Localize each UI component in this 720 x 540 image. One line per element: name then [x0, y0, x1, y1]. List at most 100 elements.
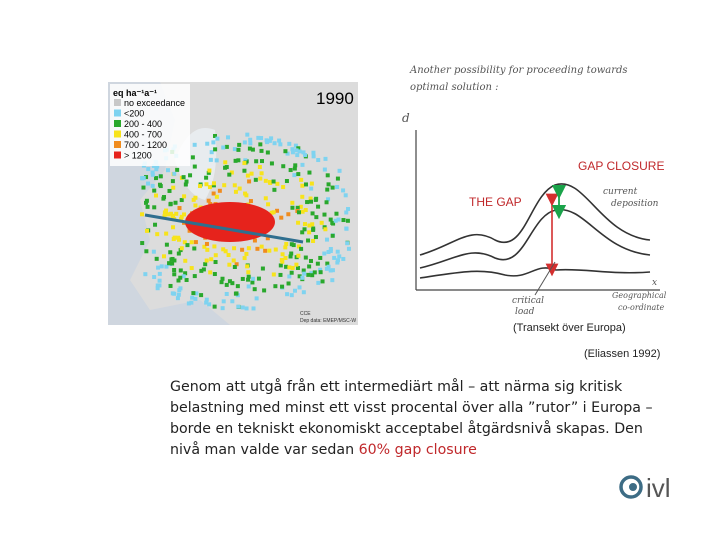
body-text-main: Genom att utgå från ett intermediärt mål… — [170, 379, 653, 458]
map-cell — [251, 276, 256, 281]
map-cell — [242, 256, 247, 261]
map-cell — [152, 205, 157, 210]
map-cell — [174, 211, 179, 216]
map-cell — [211, 183, 216, 188]
map-cell — [172, 272, 177, 277]
transect: (Transekt över Europa) — [513, 322, 626, 334]
map-cell — [162, 214, 167, 219]
map-cell — [150, 183, 155, 188]
map-cell — [285, 292, 290, 297]
map-cell — [278, 142, 283, 147]
map-cell — [256, 276, 261, 281]
map-cell — [300, 209, 305, 214]
map-cell — [202, 244, 207, 249]
map-cell — [201, 267, 206, 272]
current-label: deposition — [611, 199, 659, 209]
map-cell — [220, 306, 225, 311]
map-cell — [296, 146, 301, 151]
pointer — [534, 261, 556, 296]
map-cell — [211, 140, 216, 145]
map-cell — [246, 284, 251, 289]
map-cell — [233, 158, 238, 163]
map-cell — [193, 240, 198, 245]
map-cell — [259, 171, 264, 176]
map-cell — [326, 197, 331, 202]
map-cell — [313, 197, 318, 202]
map-cell — [150, 170, 155, 175]
map-cell — [140, 212, 145, 217]
map-cell — [295, 265, 300, 270]
map-cell — [290, 150, 295, 155]
map-cell — [278, 272, 283, 277]
map-cell — [302, 227, 307, 232]
map-cell — [167, 261, 172, 266]
map-cell — [175, 296, 180, 301]
map-cell — [267, 248, 272, 253]
map-cell — [280, 252, 285, 257]
map-cell — [303, 208, 308, 213]
geo-label: Geographical — [612, 291, 667, 300]
map-cell — [193, 195, 198, 200]
map-cell — [233, 189, 238, 194]
map-cell — [208, 157, 213, 162]
map-cell — [171, 237, 176, 242]
map-cell — [287, 265, 292, 270]
map-cell — [193, 203, 198, 208]
legend-swatch — [114, 109, 121, 117]
map-cell — [318, 255, 323, 260]
logo-mark — [619, 475, 643, 499]
map-cell — [224, 282, 229, 287]
map-cell — [207, 302, 212, 307]
map-cell — [214, 194, 219, 199]
legend-label: no exceedance — [124, 98, 185, 108]
map-cell — [328, 268, 333, 273]
map-cell — [300, 183, 305, 188]
map-cell — [272, 141, 277, 146]
y-label: d — [402, 111, 410, 125]
map-cell — [292, 173, 297, 178]
map-cell — [299, 177, 304, 182]
map-cell — [170, 261, 175, 266]
map-cell — [290, 205, 295, 210]
map-cell — [345, 241, 350, 246]
map-cell — [311, 226, 316, 231]
map-cell — [209, 150, 214, 155]
map-cell — [236, 304, 241, 309]
map-cell — [165, 168, 170, 173]
map-cell — [193, 296, 198, 301]
map-cell — [199, 293, 204, 298]
map-cell — [248, 137, 253, 142]
map-cell — [176, 278, 181, 283]
map-cell — [166, 212, 171, 217]
map-cell — [345, 218, 350, 223]
map-cell — [212, 133, 217, 138]
map-cell — [213, 260, 218, 265]
map-cell — [337, 168, 342, 173]
map-cell — [326, 182, 331, 187]
map-cell — [310, 222, 315, 227]
map-cell — [288, 254, 293, 259]
logo: ivl — [619, 473, 671, 503]
map-cell — [242, 161, 247, 166]
map-source: Dep data: EMEP/MSC-W — [300, 318, 356, 324]
map-cell — [164, 231, 169, 236]
map-cell — [237, 186, 242, 191]
map-cell — [283, 149, 288, 154]
map-cell — [155, 286, 160, 291]
map-cell — [178, 268, 183, 273]
map-cell — [290, 200, 295, 205]
map-cell — [298, 204, 303, 209]
map-cell — [207, 168, 212, 173]
legend-label: 400 - 700 — [124, 130, 162, 140]
map-cell — [240, 276, 245, 281]
map-cell — [153, 222, 158, 227]
map-cell — [204, 241, 209, 246]
map-cell — [162, 254, 167, 259]
map-cell — [324, 266, 329, 271]
map-cell — [307, 230, 312, 235]
map-cell — [199, 268, 204, 273]
map-cell — [297, 274, 302, 279]
map-cell — [230, 281, 235, 286]
map-cell — [335, 249, 340, 254]
